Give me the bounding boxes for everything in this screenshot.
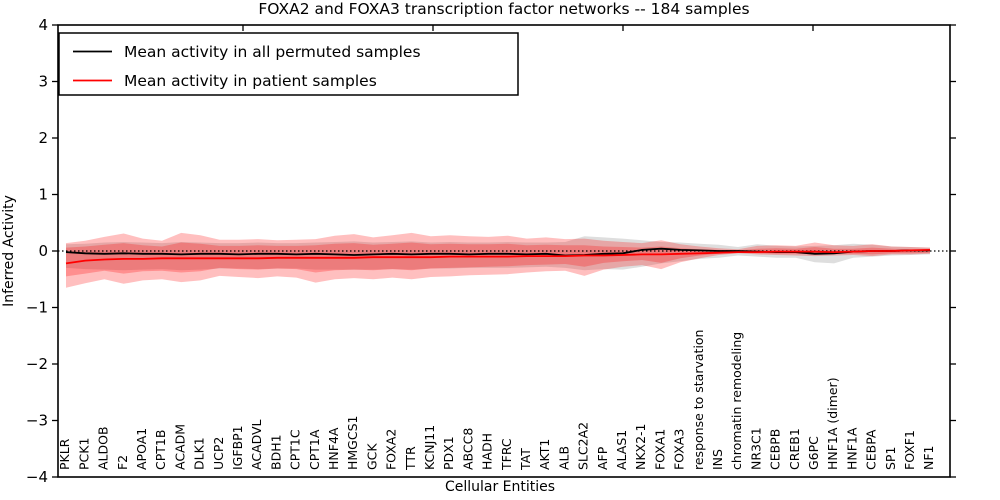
x-tick-label: INS	[710, 449, 725, 470]
x-tick-label: FOXA3	[672, 429, 687, 470]
x-tick-label: CPT1B	[153, 430, 168, 470]
x-tick-label: CPT1C	[288, 429, 303, 470]
x-tick-label: SP1	[883, 447, 898, 470]
x-tick-label: TTR	[403, 446, 418, 471]
y-tick-label: 0	[38, 242, 48, 260]
x-tick-label: SLC2A2	[576, 422, 591, 470]
uncertainty-bands	[66, 232, 930, 288]
x-tick-label: ALAS1	[614, 430, 629, 470]
legend-box	[58, 32, 519, 96]
x-tick-label: FOXF1	[902, 430, 917, 470]
legend: Mean activity in all permuted samples Me…	[58, 32, 519, 96]
y-axis-label: Inferred Activity	[1, 195, 17, 307]
x-tick-label: ALB	[556, 446, 571, 470]
x-tick-label: AKT1	[537, 439, 552, 470]
x-tick-label: NKX2-1	[633, 423, 648, 470]
x-tick-label: UCP2	[211, 437, 226, 470]
x-tick-label: HNF1A (dimer)	[825, 377, 840, 470]
x-tick-label: HNF1A	[844, 427, 859, 470]
chart-title: FOXA2 and FOXA3 transcription factor net…	[258, 0, 749, 18]
x-tick-label: PDX1	[441, 436, 456, 470]
legend-label-permuted: Mean activity in all permuted samples	[124, 43, 421, 61]
x-tick-label: PKLR	[57, 438, 72, 470]
x-tick-label: FOXA2	[384, 429, 399, 470]
x-tick-label: BDH1	[268, 434, 283, 470]
x-tick-label: CREB1	[787, 428, 802, 470]
y-tick-label: −2	[26, 355, 48, 373]
x-tick-label: DLK1	[192, 437, 207, 470]
x-axis-label: Cellular Entities	[445, 479, 555, 495]
y-tick-label: −1	[26, 299, 48, 317]
x-tick-label: HMGCS1	[345, 416, 360, 471]
y-tick-label: 4	[38, 16, 48, 34]
x-tick-label: CPT1A	[307, 429, 322, 470]
x-tick-label: F2	[115, 455, 130, 470]
x-tick-label: NF1	[921, 446, 936, 471]
x-tick-label: HNF4A	[326, 427, 341, 470]
x-tick-label: CEBPB	[768, 429, 783, 470]
patient-band-outer	[66, 232, 930, 288]
x-tick-label: FOXA1	[652, 429, 667, 470]
x-tick-label: CEBPA	[864, 429, 879, 470]
x-tick-label: ABCC8	[460, 428, 475, 470]
x-tick-label: ACADM	[172, 424, 187, 470]
y-tick-label: −3	[26, 412, 48, 430]
legend-label-patient: Mean activity in patient samples	[124, 72, 377, 90]
x-tick-label: AFP	[595, 446, 610, 470]
x-tick-label: ALDOB	[96, 426, 111, 470]
y-tick-label: −4	[26, 468, 48, 486]
x-tick-label: response to starvation	[691, 330, 706, 471]
x-tick-label: NR3C1	[748, 427, 763, 470]
x-tick-label: G6PC	[806, 436, 821, 470]
x-tick-label: APOA1	[134, 428, 149, 470]
x-tick-label: HADH	[480, 433, 495, 470]
x-tick-label: IGFBP1	[230, 425, 245, 470]
top-ticks	[242, 25, 814, 31]
x-tick-label: GCK	[364, 443, 379, 470]
x-tick-label: ACADVL	[249, 419, 264, 470]
y-tick-label: 3	[38, 73, 48, 91]
patient-mean-line	[65, 249, 931, 265]
x-tick-label: chromatin remodeling	[729, 332, 744, 470]
series-lines	[65, 247, 931, 265]
x-tick-label: PCK1	[76, 438, 91, 470]
x-tick-label: TAT	[518, 448, 533, 471]
y-tick-label: 1	[38, 186, 48, 204]
y-ticks: 4 3 2 1 0 −1 −2 −3 −4	[26, 16, 956, 486]
x-tick-label: TFRC	[499, 438, 514, 471]
x-tick-labels: PKLR PCK1 ALDOB F2 APOA1 CPT1B ACADM DLK1 UCP2 IG…	[57, 330, 936, 472]
x-tick-label: KCNJ11	[422, 425, 437, 470]
y-tick-label: 2	[38, 129, 48, 147]
